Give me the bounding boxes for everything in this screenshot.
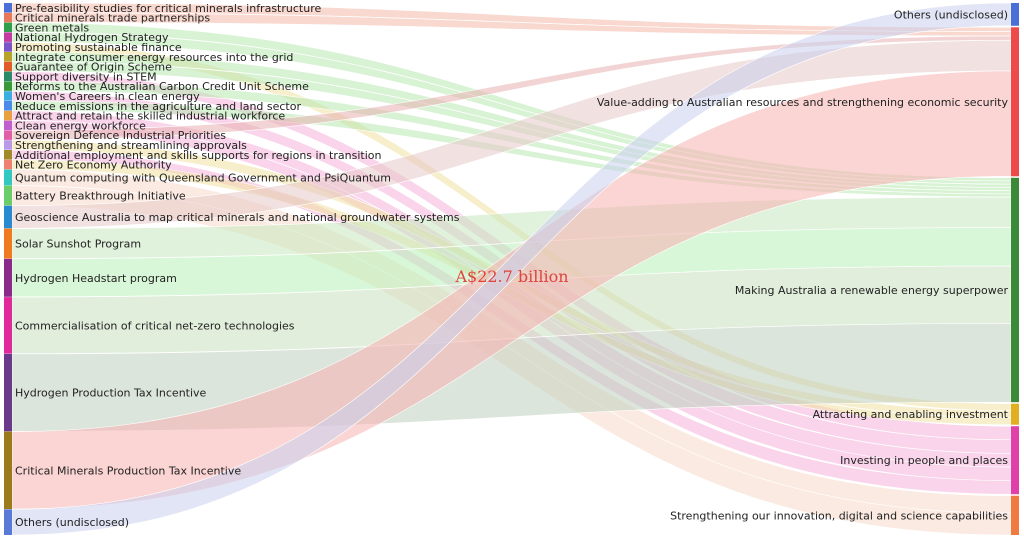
source-label-19: Geoscience Australia to map critical min… [15, 211, 460, 224]
total-label: A$22.7 billion [454, 267, 568, 286]
source-node-0[interactable] [4, 3, 12, 13]
source-label-23: Hydrogen Production Tax Incentive [15, 387, 207, 400]
source-node-14[interactable] [4, 140, 12, 150]
source-label-18: Battery Breakthrough Initiative [15, 190, 186, 203]
source-label-0: Pre-feasibility studies for critical min… [15, 2, 321, 15]
source-label-20: Solar Sunshot Program [15, 238, 141, 251]
source-node-13[interactable] [4, 130, 12, 140]
source-label-1: Critical minerals trade partnerships [15, 12, 210, 25]
source-node-17[interactable] [4, 169, 12, 186]
target-node-3[interactable] [1011, 403, 1019, 425]
source-node-18[interactable] [4, 185, 12, 206]
sankey-link-24[interactable] [11, 70, 1012, 510]
labels-layer: Pre-feasibility studies for critical min… [15, 2, 1009, 529]
source-node-11[interactable] [4, 110, 12, 121]
source-node-23[interactable] [4, 353, 12, 432]
target-node-1[interactable] [1011, 27, 1019, 177]
source-label-8: Reforms to the Australian Carbon Credit … [15, 80, 309, 93]
source-node-24[interactable] [4, 431, 12, 510]
source-label-5: Integrate consumer energy resources into… [15, 51, 293, 64]
source-label-14: Strengthening and streamlining approvals [15, 139, 247, 152]
source-node-9[interactable] [4, 91, 12, 101]
source-label-7: Support diversity in STEM [15, 70, 157, 83]
source-node-12[interactable] [4, 120, 12, 131]
source-node-3[interactable] [4, 32, 12, 42]
source-label-6: Guarantee of Origin Scheme [15, 61, 172, 74]
target-label-0: Others (undisclosed) [894, 8, 1008, 21]
source-label-16: Net Zero Economy Authority [15, 159, 172, 172]
target-node-5[interactable] [1011, 495, 1019, 535]
target-label-5: Strengthening our innovation, digital an… [670, 509, 1008, 522]
source-label-3: National Hydrogen Strategy [15, 31, 169, 44]
source-label-9: Women's Careers in clean energy [15, 90, 200, 103]
source-label-11: Attract and retain the skilled industria… [15, 110, 285, 123]
target-node-0[interactable] [1011, 3, 1019, 26]
source-node-19[interactable] [4, 205, 12, 229]
source-node-7[interactable] [4, 71, 12, 82]
target-label-1: Value-adding to Australian resources and… [597, 96, 1009, 109]
source-node-21[interactable] [4, 258, 12, 297]
source-node-5[interactable] [4, 52, 12, 62]
source-label-24: Critical Minerals Production Tax Incenti… [15, 464, 241, 477]
source-node-16[interactable] [4, 159, 12, 170]
source-node-15[interactable] [4, 150, 12, 160]
source-node-20[interactable] [4, 228, 12, 259]
source-label-13: Sovereign Defence Industrial Priorities [15, 129, 226, 142]
source-node-10[interactable] [4, 101, 12, 111]
source-label-2: Green metals [15, 21, 89, 34]
source-node-1[interactable] [4, 12, 12, 23]
source-label-21: Hydrogen Headstart program [15, 272, 177, 285]
target-label-3: Attracting and enabling investment [813, 408, 1009, 421]
source-label-4: Promoting sustainable finance [15, 41, 182, 54]
source-node-6[interactable] [4, 61, 12, 72]
target-label-2: Making Australia a renewable energy supe… [735, 284, 1009, 297]
source-node-8[interactable] [4, 81, 12, 91]
nodes-layer [4, 3, 1019, 535]
source-node-4[interactable] [4, 42, 12, 52]
source-label-10: Reduce emissions in the agriculture and … [15, 100, 301, 113]
target-node-4[interactable] [1011, 426, 1019, 495]
source-label-17: Quantum computing with Queensland Govern… [15, 171, 391, 184]
source-label-15: Additional employment and skills support… [15, 149, 381, 162]
source-node-25[interactable] [4, 509, 12, 535]
source-label-12: Clean energy workforce [15, 119, 146, 132]
target-label-4: Investing in people and places [840, 454, 1008, 467]
source-label-22: Commercialisation of critical net-zero t… [15, 319, 295, 332]
source-label-25: Others (undisclosed) [15, 516, 129, 529]
source-node-22[interactable] [4, 297, 12, 354]
target-node-2[interactable] [1011, 177, 1019, 403]
source-node-2[interactable] [4, 22, 12, 33]
links-layer [11, 2, 1012, 536]
